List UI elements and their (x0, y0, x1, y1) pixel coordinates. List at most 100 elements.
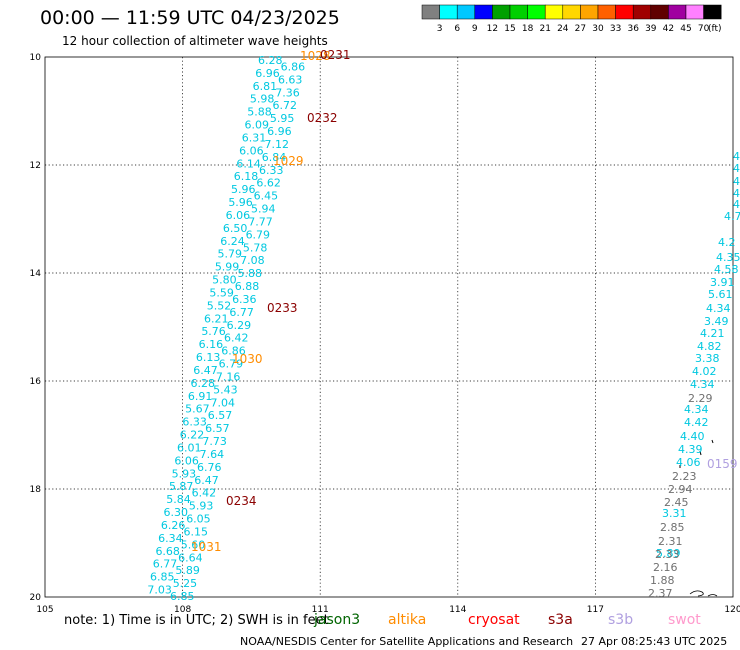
swh-value-partial: 4 (733, 198, 740, 211)
swh-value: 6.34 (158, 532, 183, 545)
swh-value: 6.72 (273, 99, 298, 112)
satellite-legend-s3b: s3b (608, 612, 634, 628)
swh-value: 5.52 (207, 299, 232, 312)
pass-time-label: 1031 (191, 540, 222, 554)
legend-label: 27 (575, 24, 586, 34)
swh-value: 4.2 (718, 236, 736, 249)
swh-value: 1.88 (650, 574, 675, 587)
swh-value: 7.08 (240, 254, 265, 267)
swh-value: 6.06 (226, 209, 251, 222)
coastline (689, 590, 718, 597)
swh-value: 4.39 (678, 443, 703, 456)
swh-value: 5.43 (213, 383, 238, 396)
swh-value: 6.15 (183, 525, 208, 538)
swh-value: 2.16 (653, 561, 678, 574)
legend-label: 15 (504, 24, 515, 34)
swh-value: 6.76 (197, 461, 222, 474)
swh-value: 2.94 (668, 483, 693, 496)
swh-value: 6.14 (236, 157, 261, 170)
swh-value: 6.85 (150, 571, 175, 584)
swh-value: 4.34 (690, 378, 715, 391)
swh-value: 4.34 (706, 302, 731, 315)
swh-value: 2.29 (688, 392, 713, 405)
pass-time-label: 1028 (300, 49, 331, 63)
swh-value: 5.89 (175, 564, 200, 577)
legend-label: 21 (539, 24, 550, 34)
swh-value: 5.59 (209, 286, 234, 299)
swh-value: 5.88 (237, 267, 262, 280)
swh-value: 6.33 (182, 416, 207, 429)
legend-label: 70 (698, 24, 710, 34)
swh-value: 6.63 (278, 73, 303, 86)
swh-value: 5.88 (247, 106, 272, 119)
swh-value: 6.42 (192, 487, 217, 500)
swh-value: 6.05 (186, 513, 211, 526)
y-tick-label: 12 (30, 161, 41, 171)
pass-time-label: 1029 (273, 154, 304, 168)
swh-value: 6.68 (155, 545, 180, 558)
legend-label: 30 (592, 24, 604, 34)
swh-value: 3.91 (710, 276, 735, 289)
map-frame (44, 56, 734, 598)
swh-value: 5.95 (270, 112, 295, 125)
swh-value: 4.06 (676, 456, 701, 469)
swh-value: 6.84 (262, 151, 287, 164)
swh-value: 6.06 (239, 144, 264, 157)
legend-swatch (703, 4, 722, 20)
legend-label: 39 (645, 24, 657, 34)
x-tick-label: 105 (36, 605, 53, 615)
swh-value: 6.21 (204, 312, 229, 325)
satellite-legend-altika: altika (388, 612, 427, 628)
swh-value: 6.62 (256, 177, 281, 190)
legend-label: 9 (472, 24, 478, 34)
swh-value: 6.88 (235, 280, 260, 293)
satellite-legend-s3a: s3a (548, 612, 573, 628)
swh-value: 6.64 (178, 551, 203, 564)
swh-value: 4.21 (700, 327, 725, 340)
swh-value: 6.47 (194, 474, 219, 487)
timestamp-text: 27 Apr 08:25:43 UTC 2025 (581, 635, 728, 648)
swh-value: 5.25 (173, 577, 198, 590)
swh-value: 2.23 (672, 470, 697, 483)
swh-value: 3.31 (662, 507, 687, 520)
swh-value: 6.91 (188, 390, 213, 403)
pass-time-label: 0233 (267, 301, 298, 315)
legend-label: 24 (557, 24, 569, 34)
swh-value: 4.02 (692, 365, 717, 378)
swh-value: 7.73 (202, 435, 227, 448)
y-tick-label: 20 (30, 593, 42, 603)
legend-label: 3 (437, 24, 443, 34)
swh-value: 5.87 (169, 480, 194, 493)
swh-value: 7.16 (216, 370, 241, 383)
swh-value-partial: 4 (733, 175, 740, 188)
swh-value-partial: 4 (733, 162, 740, 175)
island-marks (679, 439, 714, 468)
legend-label: 33 (610, 24, 621, 34)
swh-value: 5.84 (166, 493, 191, 506)
page-subtitle: 12 hour collection of altimeter wave hei… (62, 34, 328, 48)
legend-label: 18 (522, 24, 534, 34)
swh-value: 5.99 (215, 261, 240, 274)
x-tick-label: 108 (174, 605, 191, 615)
y-tick-label: 16 (30, 377, 42, 387)
satellite-legend-jason3: jason3 (314, 612, 361, 628)
swh-value: 5.61 (708, 288, 733, 301)
swh-value: 6.30 (164, 506, 189, 519)
swh-value: 6.18 (234, 170, 259, 183)
swh-value: 5.80 (212, 274, 237, 287)
swh-value: 6.47 (193, 364, 218, 377)
x-tick-label: 120 (724, 605, 740, 615)
swh-value: 3.49 (704, 315, 729, 328)
legend-label: 6 (454, 24, 460, 34)
swh-value-partial: 4 (733, 187, 740, 200)
swh-value: 4.35 (716, 251, 740, 264)
swh-value: 4.7 (724, 210, 740, 223)
swh-value: 6.36 (232, 293, 257, 306)
pass-time-label: 0234 (226, 494, 257, 508)
swh-value: 2.33 (655, 548, 680, 561)
legend-label: 36 (627, 24, 639, 34)
pass-time-label: 0159 (707, 457, 738, 471)
legend-label: 12 (487, 24, 498, 34)
swh-value: 6.13 (196, 351, 221, 364)
